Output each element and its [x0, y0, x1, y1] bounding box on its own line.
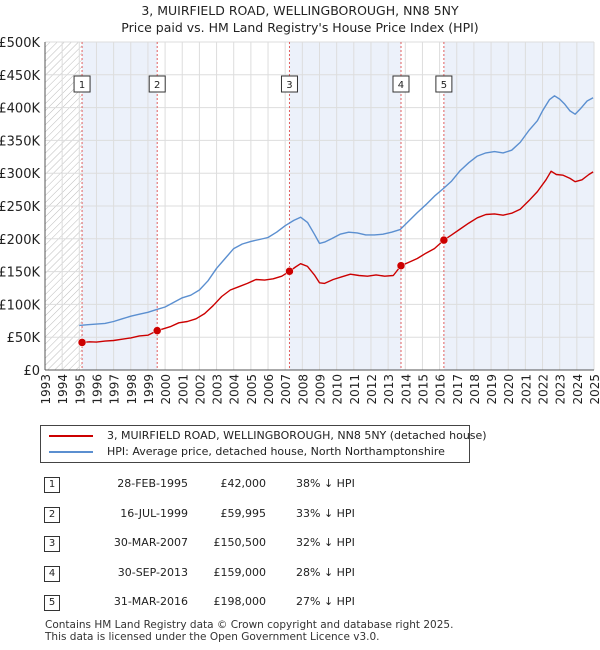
x-tick-label: 2000	[159, 374, 173, 405]
sale-point	[285, 267, 294, 276]
legend-label-hpi: HPI: Average price, detached house, Nort…	[107, 445, 445, 458]
table-row: 4 30-SEP-2013 £159,000 28% ↓ HPI	[0, 564, 600, 584]
transaction-marker-box	[148, 75, 166, 93]
table-row: 3 30-MAR-2007 £150,500 32% ↓ HPI	[0, 534, 600, 554]
x-tick-label: 2022	[537, 374, 551, 405]
y-tick-label: £150K	[0, 266, 40, 281]
x-tick-label: 1996	[90, 374, 104, 405]
price-chart: 1 2 3 4 5 £0 £50K £100K £150K £200K £250K £300K £35…	[0, 36, 600, 405]
transaction-marker-box	[435, 75, 453, 93]
transaction-hpi: 32% ↓ HPI	[296, 536, 355, 549]
x-tick-label: 2008	[296, 374, 310, 405]
y-tick-label: £0	[23, 364, 40, 379]
x-tick-label: 1993	[39, 374, 53, 405]
y-tick-label: £350K	[0, 134, 40, 149]
transaction-number: 3	[44, 536, 60, 552]
table-row: 5 31-MAR-2016 £198,000 27% ↓ HPI	[0, 593, 600, 613]
x-tick-label: 2007	[279, 374, 293, 405]
transaction-marker-label: 3	[286, 80, 292, 91]
transaction-number: 5	[44, 595, 60, 611]
transaction-hpi: 38% ↓ HPI	[296, 477, 355, 490]
x-tick-label: 2009	[314, 374, 328, 405]
y-tick-label: £100K	[0, 298, 40, 313]
transaction-date: 28-FEB-1995	[117, 477, 188, 490]
transaction-date: 16-JUL-1999	[120, 507, 188, 520]
transaction-hpi: 27% ↓ HPI	[296, 595, 355, 608]
transaction-price: £42,000	[220, 477, 267, 490]
x-tick-label: 2018	[468, 374, 482, 405]
transaction-price: £159,000	[213, 566, 267, 579]
legend-label-property: 3, MUIRFIELD ROAD, WELLINGBOROUGH, NN8 5…	[107, 429, 487, 442]
x-tick-label: 2002	[193, 374, 207, 405]
x-tick-label: 1994	[56, 374, 70, 405]
transaction-marker-box	[73, 75, 91, 93]
x-tick-label: 2020	[502, 374, 516, 405]
y-tick-label: £200K	[0, 233, 40, 248]
x-tick-label: 1997	[108, 374, 122, 405]
x-tick-label: 2023	[554, 374, 568, 405]
transaction-marker-label: 5	[441, 80, 447, 91]
sale-point	[396, 261, 406, 270]
sale-point	[439, 235, 449, 245]
x-tick-label: 2012	[365, 374, 379, 405]
transaction-hpi: 28% ↓ HPI	[296, 566, 355, 579]
x-tick-label: 1998	[125, 374, 139, 405]
x-tick-label: 2004	[228, 374, 242, 405]
transaction-number: 1	[44, 477, 60, 493]
x-tick-label: 2021	[519, 374, 533, 405]
transaction-hpi: 33% ↓ HPI	[296, 507, 355, 520]
y-tick-label: £400K	[0, 102, 40, 117]
transaction-date: 30-MAR-2007	[113, 536, 188, 549]
footer-copyright: Contains HM Land Registry data © Crown c…	[45, 619, 454, 631]
x-tick-label: 2001	[176, 374, 190, 405]
x-tick-label: 2003	[211, 374, 225, 405]
table-row: 2 16-JUL-1999 £59,995 33% ↓ HPI	[0, 505, 600, 525]
legend-swatch-property	[49, 435, 93, 437]
x-tick-label: 1995	[73, 374, 87, 405]
property-price-line	[82, 170, 594, 344]
transaction-date: 31-MAR-2016	[113, 595, 188, 608]
transaction-marker-box	[280, 75, 298, 93]
transaction-marker-label: 2	[154, 80, 160, 91]
transaction-price: £198,000	[213, 595, 267, 608]
transaction-price: £59,995	[220, 507, 267, 520]
x-tick-label: 2025	[588, 374, 600, 405]
table-row: 1 28-FEB-1995 £42,000 38% ↓ HPI	[0, 475, 600, 495]
sale-point	[77, 338, 87, 347]
hpi-line	[79, 95, 594, 327]
x-tick-label: 2005	[245, 374, 259, 405]
y-tick-label: £250K	[0, 200, 40, 215]
x-tick-label: 2010	[331, 374, 345, 405]
y-tick-label: £300K	[0, 167, 40, 182]
x-tick-label: 2013	[382, 374, 396, 405]
title-address: 3, MUIRFIELD ROAD, WELLINGBOROUGH, NN8 5…	[141, 3, 459, 18]
y-tick-label: £50K	[7, 331, 41, 346]
x-tick-label: 2024	[571, 374, 585, 405]
chart-title: 3, MUIRFIELD ROAD, WELLINGBOROUGH, NN8 5…	[0, 2, 600, 36]
sale-point	[152, 326, 162, 335]
x-tick-label: 2011	[348, 374, 362, 405]
footer-attribution: Contains HM Land Registry data © Crown c…	[45, 619, 453, 643]
x-tick-label: 2016	[434, 374, 448, 405]
y-tick-label: £500K	[0, 36, 40, 51]
legend-swatch-hpi	[49, 451, 93, 453]
transaction-date: 30-SEP-2013	[117, 566, 188, 579]
transaction-number: 4	[44, 566, 60, 582]
x-tick-label: 2019	[485, 374, 499, 405]
transaction-marker-label: 4	[398, 80, 404, 91]
y-tick-label: £450K	[0, 69, 40, 84]
x-tick-label: 1999	[142, 374, 156, 405]
x-tick-label: 2015	[416, 374, 430, 405]
x-tick-label: 2014	[399, 374, 413, 405]
chart-legend: 3, MUIRFIELD ROAD, WELLINGBOROUGH, NN8 5…	[40, 425, 487, 463]
title-subtitle: Price paid vs. HM Land Registry's House …	[121, 20, 479, 35]
transaction-number: 2	[44, 507, 60, 523]
x-tick-label: 2006	[262, 374, 276, 405]
transaction-marker-label: 1	[79, 80, 85, 91]
transaction-marker-box	[392, 75, 410, 93]
transaction-price: £150,500	[213, 536, 267, 549]
x-tick-label: 2017	[451, 374, 465, 405]
footer-licence: This data is licensed under the Open Gov…	[45, 631, 380, 643]
